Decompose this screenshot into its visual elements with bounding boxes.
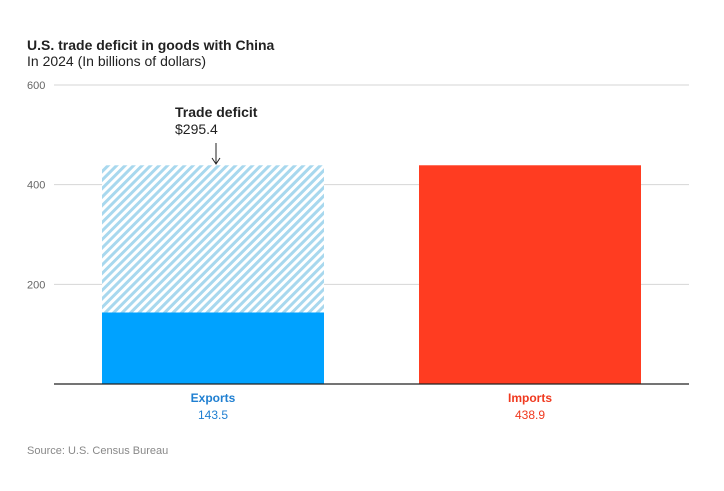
deficit-hatch-bar xyxy=(102,165,324,313)
y-tick-label: 600 xyxy=(27,80,45,92)
y-tick-label: 200 xyxy=(27,279,45,291)
source-note: Source: U.S. Census Bureau xyxy=(27,445,169,457)
annotation-title: Trade deficit xyxy=(175,104,258,120)
bar-exports xyxy=(102,312,324,384)
chart-subtitle: In 2024 (In billions of dollars) xyxy=(27,53,206,69)
category-label: Exports xyxy=(191,391,236,405)
arrow-down-icon xyxy=(211,157,221,165)
category-label: Imports xyxy=(508,391,552,405)
annotation-value: $295.4 xyxy=(175,121,218,137)
y-tick-label: 400 xyxy=(27,180,45,192)
value-label: 143.5 xyxy=(198,408,228,422)
chart-title: U.S. trade deficit in goods with China xyxy=(27,37,275,53)
bar-imports xyxy=(419,165,641,384)
value-label: 438.9 xyxy=(515,408,545,422)
